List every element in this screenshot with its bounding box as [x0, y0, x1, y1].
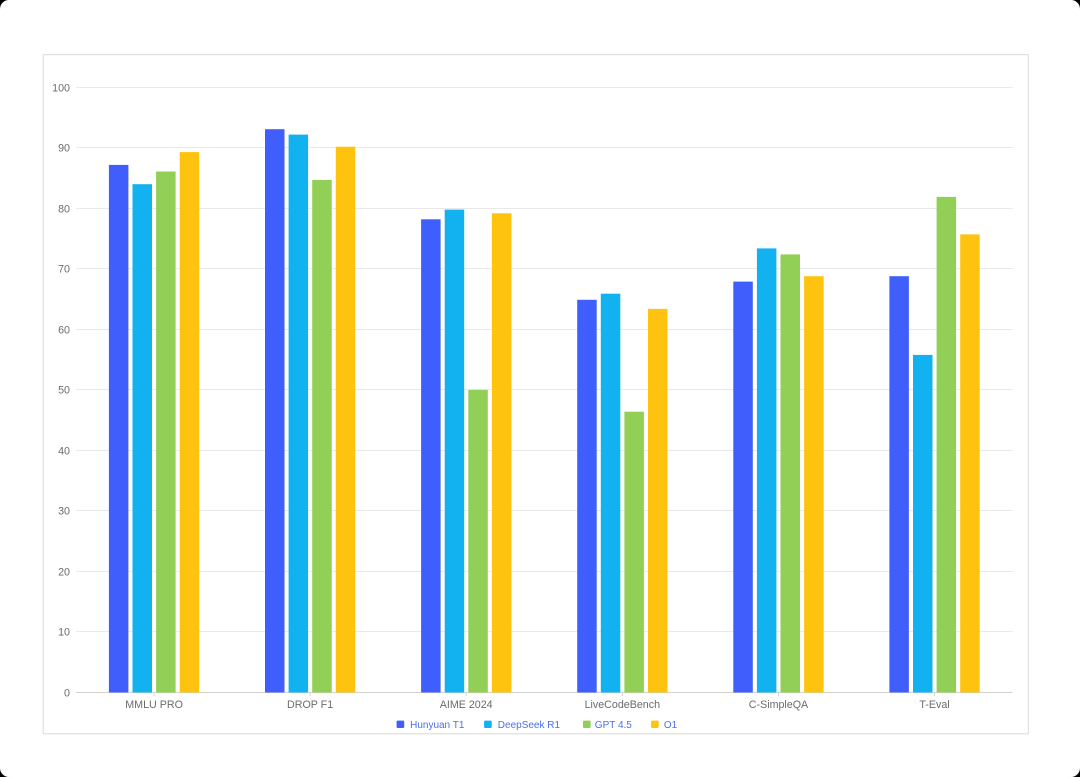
svg-text:50: 50 [58, 384, 70, 396]
svg-text:LiveCodeBench: LiveCodeBench [585, 699, 661, 711]
svg-text:80: 80 [58, 203, 70, 215]
svg-text:100: 100 [52, 82, 70, 94]
svg-text:Hunyuan T1: Hunyuan T1 [410, 720, 465, 731]
svg-text:AIME 2024: AIME 2024 [440, 699, 493, 711]
svg-text:GPT 4.5: GPT 4.5 [595, 720, 632, 731]
svg-text:70: 70 [58, 263, 70, 275]
svg-text:60: 60 [58, 324, 70, 336]
svg-text:O1: O1 [664, 720, 678, 731]
svg-text:30: 30 [58, 505, 70, 517]
svg-text:40: 40 [58, 445, 70, 457]
svg-text:MMLU PRO: MMLU PRO [125, 699, 183, 711]
svg-text:C-SimpleQA: C-SimpleQA [749, 699, 809, 711]
svg-text:20: 20 [58, 566, 70, 578]
svg-text:0: 0 [64, 687, 70, 699]
svg-text:DROP F1: DROP F1 [287, 699, 333, 711]
svg-text:T-Eval: T-Eval [919, 699, 949, 711]
svg-text:10: 10 [58, 626, 70, 638]
svg-text:90: 90 [58, 142, 70, 154]
svg-text:DeepSeek R1: DeepSeek R1 [498, 720, 561, 731]
